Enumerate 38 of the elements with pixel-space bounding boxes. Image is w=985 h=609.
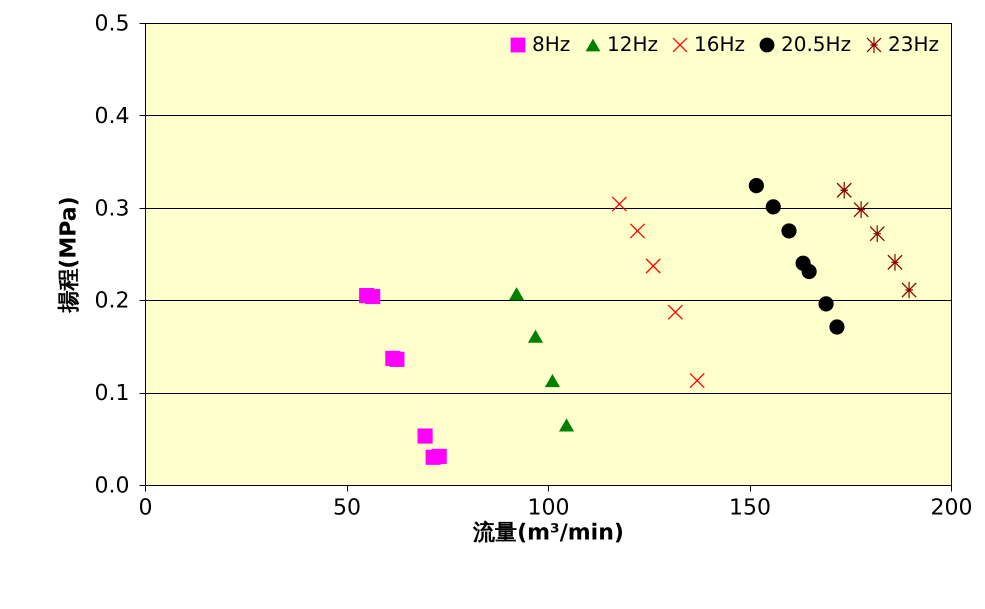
x-tick-label: 50 — [333, 496, 361, 520]
y-tick-label: 0.1 — [94, 381, 130, 406]
point — [612, 196, 627, 212]
legend-label: 16Hz — [694, 32, 745, 56]
point — [829, 319, 845, 335]
x-tick-label: 100 — [528, 496, 570, 520]
legend-label: 8Hz — [532, 32, 570, 56]
point — [646, 258, 661, 274]
x-tick-label: 150 — [729, 496, 771, 520]
point — [389, 352, 404, 367]
point — [432, 448, 447, 464]
point — [781, 223, 797, 238]
point — [418, 428, 433, 444]
point — [508, 287, 524, 300]
point — [528, 330, 544, 343]
legend-label: 12Hz — [607, 32, 658, 56]
point — [668, 304, 683, 320]
x-axis-title: 流量(m³/min) — [472, 520, 624, 546]
point — [558, 418, 574, 432]
legend-label: 20.5Hz — [781, 32, 852, 56]
x-tick-label: 200 — [930, 496, 972, 520]
point — [887, 254, 903, 271]
y-tick-label: 0.2 — [94, 288, 130, 314]
point — [365, 288, 380, 304]
point — [544, 374, 560, 388]
y-tick-label: 0.0 — [94, 474, 130, 498]
point — [802, 264, 817, 280]
y-tick-label: 0.3 — [94, 196, 130, 222]
x-tick-label: 0 — [138, 496, 152, 520]
point — [690, 373, 705, 388]
legend-label: 23Hz — [888, 32, 939, 56]
y-tick-label: 0.5 — [94, 12, 130, 36]
point — [818, 296, 834, 312]
y-axis-title: 揚程(MPa) — [56, 196, 82, 314]
point — [748, 178, 764, 194]
point — [630, 223, 646, 238]
point — [766, 199, 781, 214]
y-tick-label: 0.4 — [94, 104, 130, 129]
